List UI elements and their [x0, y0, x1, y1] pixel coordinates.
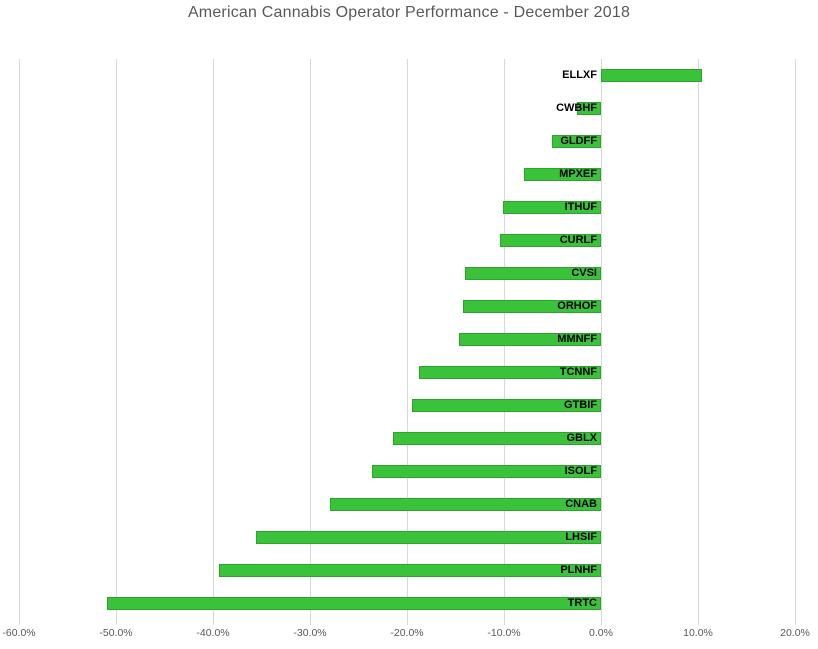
x-axis-tick-label: -10.0%	[487, 627, 521, 639]
gridline	[406, 59, 408, 620]
bar-orhof	[463, 300, 601, 313]
bar-ellxf	[601, 69, 702, 82]
bar-mmnff	[459, 333, 601, 346]
gridline	[18, 59, 20, 620]
gridline	[115, 59, 117, 620]
bar-lhsif	[255, 531, 601, 544]
x-axis-tick-label: -40.0%	[196, 627, 230, 639]
axis-tick-mark	[406, 620, 408, 625]
bar-cwbhf	[576, 102, 601, 115]
bar-label-gtbif: GTBIF	[564, 399, 597, 411]
bar-label-ithuf: ITHUF	[564, 201, 597, 213]
bar-gldff	[551, 135, 601, 148]
bar-label-curlf: CURLF	[559, 234, 597, 246]
bar-isolf	[372, 465, 601, 478]
bar-label-isolf: ISOLF	[564, 465, 597, 477]
bar-mpxef	[524, 168, 601, 181]
bar-curlf	[500, 234, 601, 247]
axis-tick-mark	[794, 620, 796, 625]
bar-label-lhsif: LHSIF	[565, 531, 597, 543]
axis-tick-mark	[503, 620, 505, 625]
bar-label-cvsi: CVSI	[571, 267, 597, 279]
chart-title: American Cannabis Operator Performance -…	[187, 4, 631, 21]
bar-tcnnf	[418, 366, 601, 379]
bar-label-mpxef: MPXEF	[559, 168, 597, 180]
gridline	[212, 59, 214, 620]
gridline	[794, 59, 796, 620]
axis-tick-mark	[309, 620, 311, 625]
bar-label-mmnff: MMNFF	[557, 333, 597, 345]
axis-tick-mark	[18, 620, 20, 625]
bar-label-gldff: GLDFF	[560, 135, 597, 147]
bar-label-gblx: GBLX	[566, 432, 597, 444]
bar-trtc	[107, 597, 601, 610]
x-axis-tick-label: -20.0%	[390, 627, 424, 639]
bar-label-ellxf: ELLXF	[562, 69, 597, 81]
axis-tick-mark	[212, 620, 214, 625]
x-axis: -60.0% -50.0% -40.0% -30.0% -20.0% -10.0% 0.0%…	[2, 620, 810, 646]
bar-plnhf	[218, 564, 601, 577]
bar-label-cnab: CNAB	[565, 498, 597, 510]
bar-label-cwbhf: CWBHF	[556, 102, 597, 114]
plot-area: ELLXF CWBHF GLDFF MPXEF ITHUF CURLF CVSI ORHOF M…	[18, 59, 796, 620]
x-axis-tick-label: -60.0%	[2, 627, 36, 639]
bar-gblx	[393, 432, 601, 445]
gridline	[697, 59, 699, 620]
axis-tick-mark	[697, 620, 699, 625]
gridline	[600, 59, 602, 620]
axis-tick-mark	[115, 620, 117, 625]
bar-label-tcnnf: TCNNF	[559, 366, 597, 378]
x-axis-tick-label: 20.0%	[780, 627, 810, 639]
bar-gtbif	[411, 399, 601, 412]
x-axis-tick-label: -30.0%	[293, 627, 327, 639]
bar-label-orhof: ORHOF	[557, 300, 597, 312]
x-axis-tick-label: -50.0%	[99, 627, 133, 639]
bar-cvsi	[465, 267, 601, 280]
bar-label-trtc: TRTC	[567, 597, 597, 609]
gridline	[309, 59, 311, 620]
bar-ithuf	[503, 201, 601, 214]
x-axis-tick-label: 0.0%	[589, 627, 613, 639]
axis-tick-mark	[600, 620, 602, 625]
bar-label-plnhf: PLNHF	[560, 564, 597, 576]
bar-cnab	[330, 498, 601, 511]
x-axis-tick-label: 10.0%	[683, 627, 713, 639]
